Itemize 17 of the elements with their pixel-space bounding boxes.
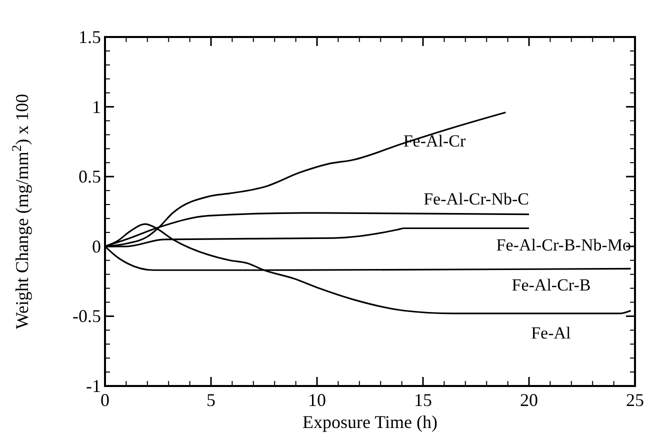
series-label: Fe-Al	[531, 324, 572, 343]
x-tick-label: 10	[308, 390, 326, 410]
x-axis-title: Exposure Time (h)	[302, 412, 438, 432]
legend-label: Fe-Al-Cr-B-Nb-Mo	[496, 235, 631, 254]
series-label: Fe-Al-Cr-Nb-C	[424, 189, 529, 208]
y-tick-label: 1.5	[78, 27, 101, 47]
y-tick-label: 0.5	[78, 166, 101, 187]
x-tick-label: 5	[206, 390, 216, 410]
series-label: Fe-Al-Cr	[403, 131, 466, 150]
x-tick-label: 25	[626, 390, 644, 410]
x-tick-label: 15	[414, 390, 432, 410]
y-tick-label: -1	[86, 376, 101, 396]
y-tick-label: 1	[92, 96, 101, 117]
y-tick-label: 0	[92, 236, 101, 256]
legend-label: Fe-Al-Cr-B	[512, 276, 591, 295]
y-tick-label: -0.5	[72, 306, 101, 326]
x-tick-label: 20	[520, 390, 538, 410]
